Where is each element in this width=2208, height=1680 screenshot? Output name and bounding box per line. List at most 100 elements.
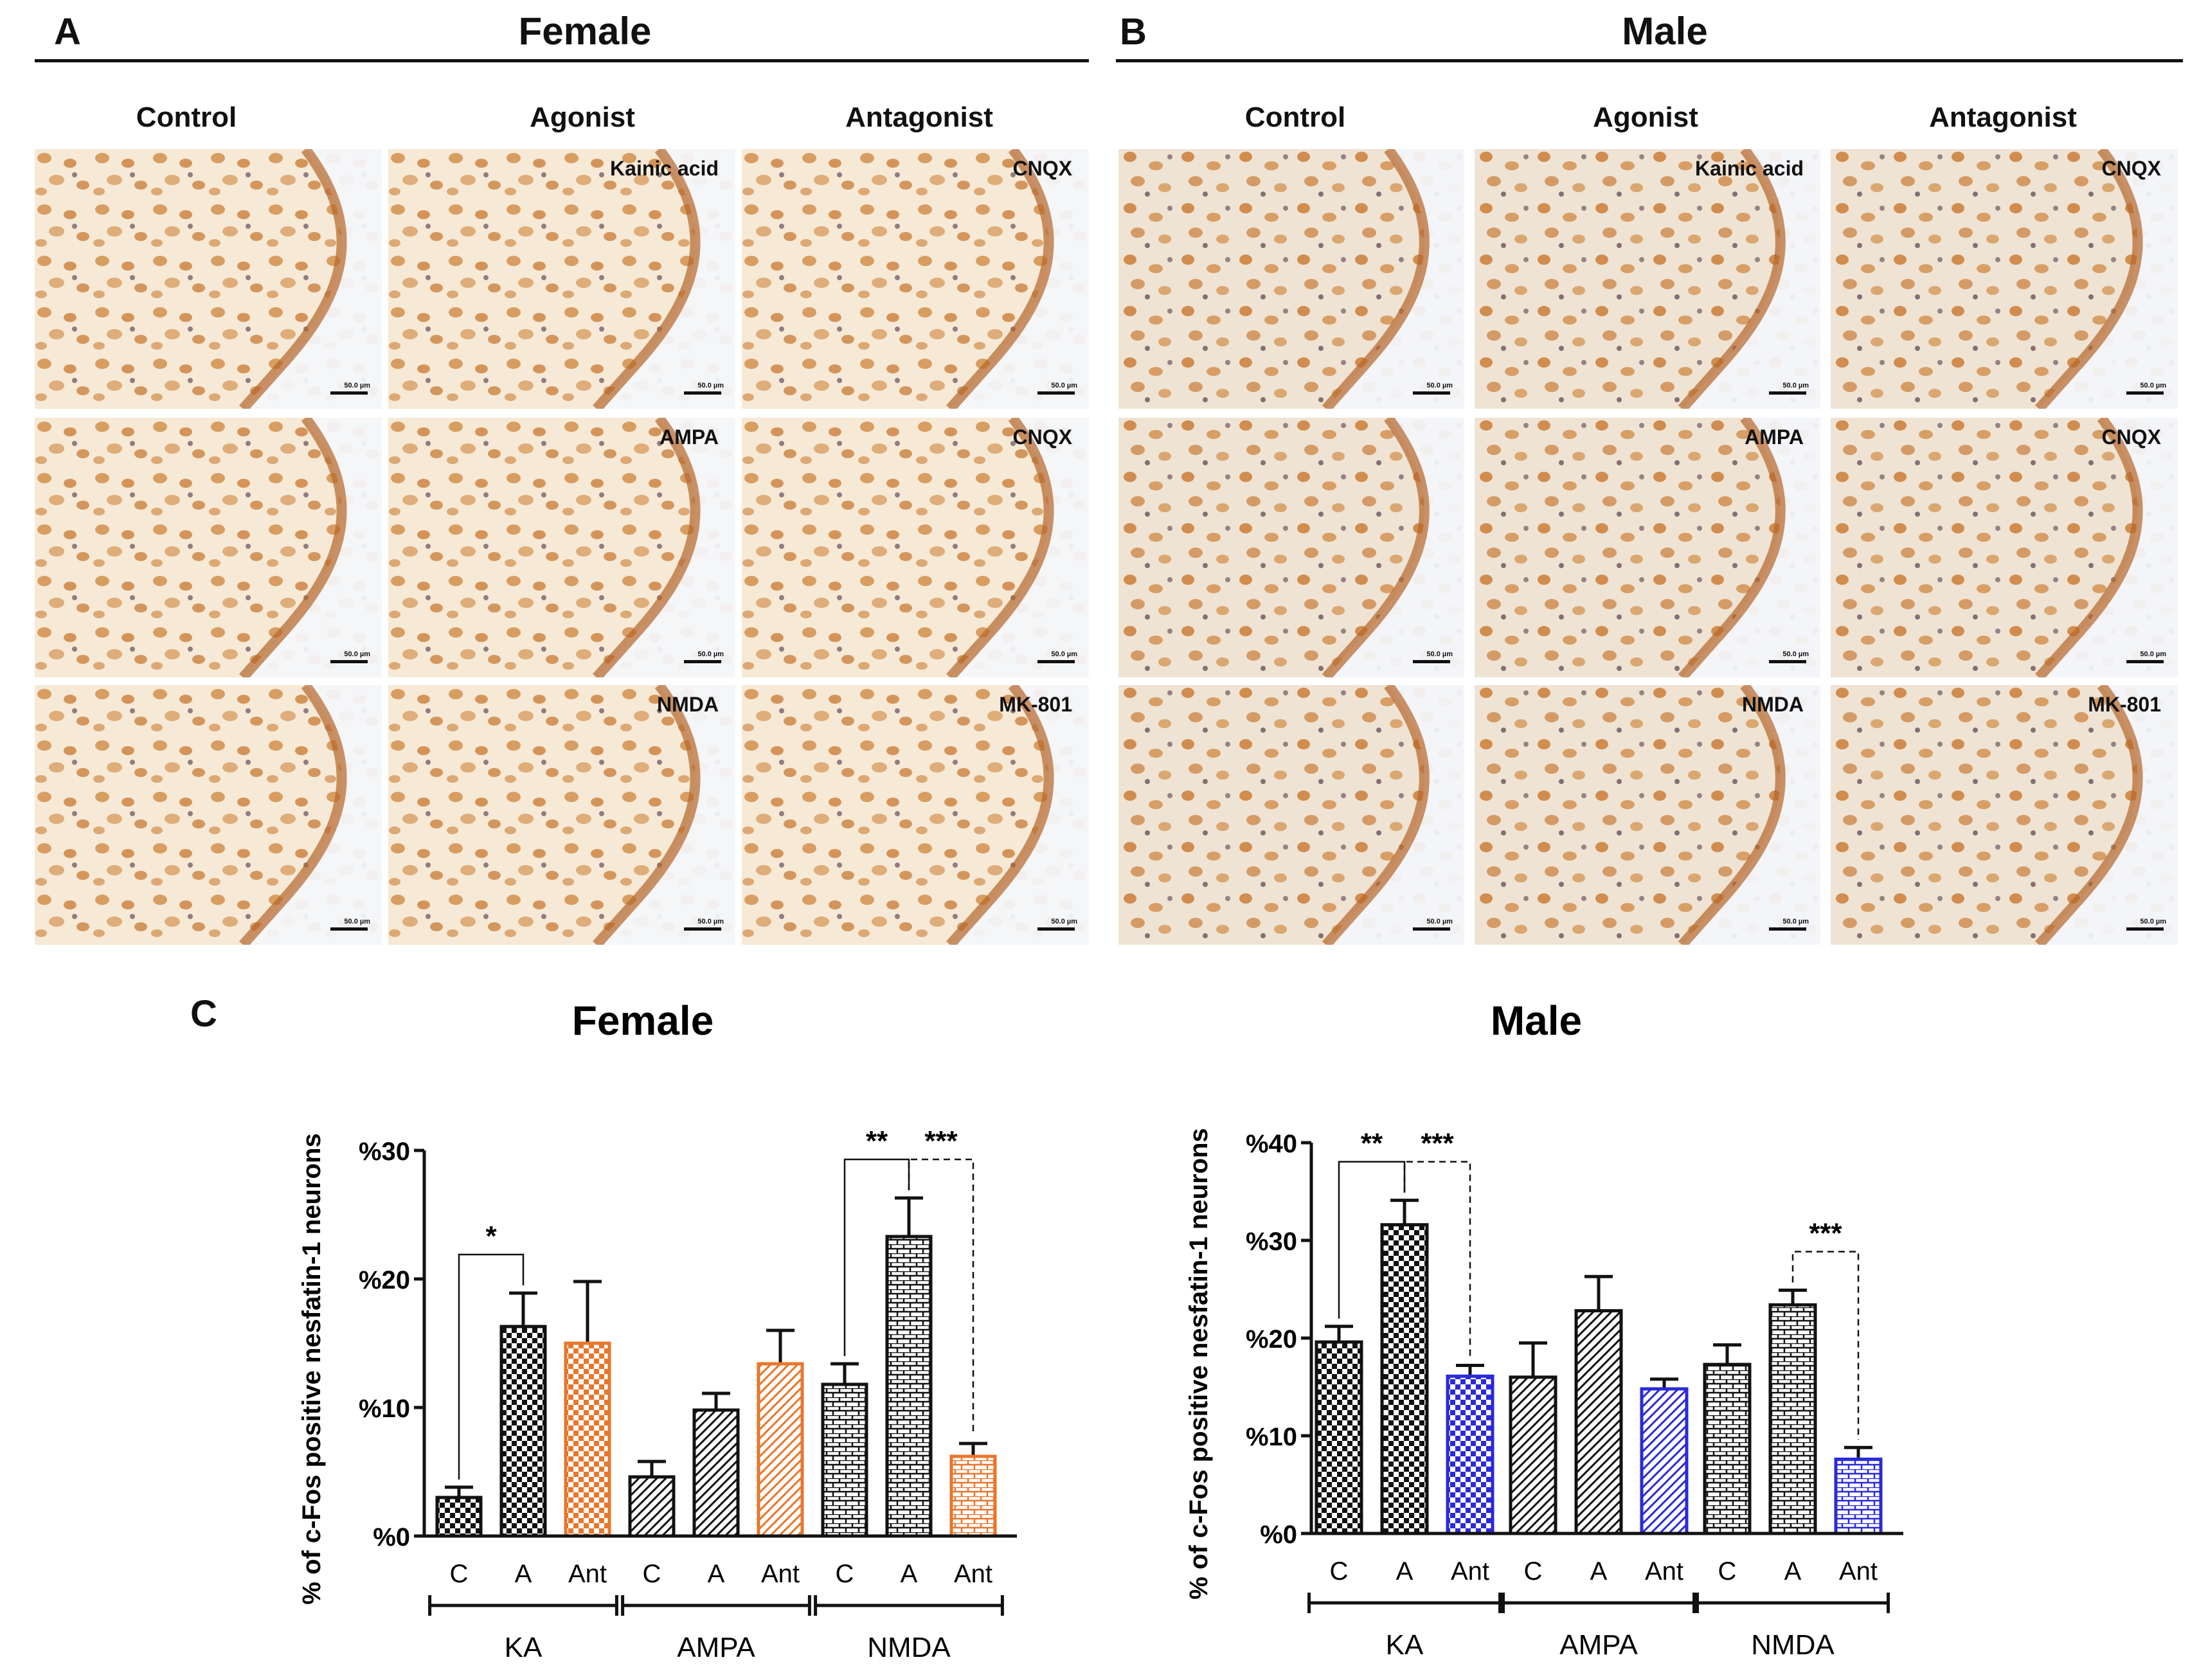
x-tick-label: C (1718, 1557, 1737, 1586)
micrograph-image (1831, 149, 2178, 409)
bar-c-ampa (1509, 1375, 1557, 1535)
female-col-antagonist: Antagonist (845, 102, 993, 133)
x-tick-label: C (1524, 1557, 1543, 1586)
x-tick-label: Ant (1451, 1557, 1489, 1586)
female-col-agonist: Agonist (530, 102, 635, 133)
micrograph-label: CNQX (2101, 425, 2161, 449)
x-tick-label: C (836, 1560, 854, 1588)
female-micrograph-r1-c2: Kainic acid 50.0 µm (388, 149, 735, 409)
significance-label: * (485, 1220, 497, 1252)
male-micrograph-r1-c1: 50.0 µm (1118, 149, 1464, 409)
male-micrograph-r3-c3: MK-801 50.0 µm (1831, 685, 2178, 945)
chart-title: Male (1491, 997, 1582, 1044)
micrograph-image (1475, 149, 1820, 409)
scale-bar (684, 927, 721, 931)
bar-ant-ampa (1640, 1387, 1689, 1535)
micrograph-label: AMPA (1745, 425, 1804, 449)
bar-a-ka (499, 1325, 547, 1538)
scale-bar (1413, 391, 1450, 395)
x-tick-label: C (643, 1560, 661, 1588)
bar-c-ka (1315, 1340, 1363, 1535)
micrograph-image (742, 149, 1089, 409)
male-micrograph-r3-c1: 50.0 µm (1118, 685, 1464, 945)
scale-bar-label: 50.0 µm (2140, 918, 2166, 925)
scale-bar-label: 50.0 µm (2140, 650, 2166, 658)
group-label: NMDA (867, 1632, 951, 1663)
micrograph-image (35, 685, 382, 945)
scale-bar-label: 50.0 µm (344, 650, 370, 658)
micrograph-image (388, 685, 735, 945)
female-micrograph-r2-c1: 50.0 µm (35, 418, 382, 677)
y-tick-label: %10 (1246, 1423, 1297, 1451)
x-tick-label: A (901, 1560, 918, 1588)
significance-label: ** (866, 1125, 888, 1157)
micrograph-label: Kainic acid (1695, 157, 1804, 180)
bar-ant-ka (564, 1341, 611, 1538)
scale-bar-label: 50.0 µm (697, 650, 724, 658)
micrograph-label: MK-801 (999, 693, 1072, 716)
scale-bar (1037, 391, 1075, 395)
micrograph-image (35, 418, 382, 677)
x-tick-label: Ant (568, 1560, 607, 1588)
y-tick-label: %40 (1246, 1130, 1297, 1158)
scale-bar-label: 50.0 µm (344, 918, 370, 925)
significance-bracket (908, 1158, 974, 1436)
x-tick-label: C (1330, 1557, 1349, 1586)
female-bar-chart: Female % of c-Fos positive nesfatin-1 neu… (298, 997, 1017, 1663)
scale-bar (330, 391, 368, 395)
scale-bar-label: 50.0 µm (1426, 382, 1453, 389)
scale-bar (2126, 660, 2164, 663)
scale-bar-label: 50.0 µm (1782, 382, 1809, 389)
female-micrograph-r3-c1: 50.0 µm (35, 685, 382, 945)
micrograph-label: AMPA (660, 425, 719, 449)
x-tick-label: Ant (954, 1560, 992, 1588)
scale-bar-label: 50.0 µm (1782, 918, 1809, 925)
micrograph-label: NMDA (657, 693, 719, 716)
micrograph-label: CNQX (1012, 425, 1072, 449)
micrograph-label: NMDA (1742, 693, 1804, 716)
x-tick-label: A (708, 1560, 725, 1588)
x-tick-label: Ant (1645, 1557, 1683, 1586)
scale-bar (684, 660, 721, 663)
male-title-rule (1116, 59, 2183, 62)
micrograph-label: MK-801 (2088, 693, 2161, 716)
scale-bar (1413, 660, 1450, 663)
female-micrograph-r3-c2: NMDA 50.0 µm (388, 685, 735, 945)
female-panel-title: Female (518, 10, 652, 53)
y-axis-label: % of c-Fos positive nesfatin-1 neurons (1185, 1128, 1213, 1599)
y-tick-label: %20 (359, 1266, 410, 1294)
micrograph-label: Kainic acid (610, 157, 719, 180)
micrograph-image (1475, 685, 1820, 945)
scale-bar (1037, 927, 1075, 931)
scale-bar-label: 50.0 µm (1051, 918, 1077, 925)
scale-bar (330, 927, 368, 931)
bar-a-nmda (885, 1235, 933, 1538)
scale-bar (1769, 660, 1806, 663)
bar-a-nmda (1768, 1303, 1817, 1535)
group-label: KA (1386, 1629, 1424, 1661)
bar-ant-nmda (1834, 1457, 1883, 1535)
micrograph-image (388, 149, 735, 409)
micrograph-image (1118, 685, 1464, 945)
panel-letter-b: B (1120, 11, 1147, 53)
bar-c-ka (435, 1496, 483, 1538)
female-micrograph-r2-c3: CNQX 50.0 µm (742, 418, 1089, 677)
female-col-control: Control (136, 102, 237, 133)
x-tick-label: Ant (1839, 1557, 1878, 1586)
x-tick-label: Ant (761, 1560, 800, 1588)
significance-label: *** (924, 1125, 958, 1157)
scale-bar (1037, 660, 1075, 663)
y-tick-label: %30 (359, 1138, 410, 1166)
scale-bar-label: 50.0 µm (697, 918, 724, 925)
group-label: NMDA (1751, 1629, 1835, 1661)
male-col-control: Control (1244, 102, 1346, 133)
y-axis-label: % of c-Fos positive nesfatin-1 neurons (298, 1133, 326, 1604)
chart-title: Female (572, 997, 714, 1044)
scale-bar-label: 50.0 µm (344, 382, 370, 389)
micrograph-image (742, 418, 1089, 677)
significance-label: *** (1421, 1128, 1454, 1159)
group-label: KA (505, 1632, 543, 1663)
male-micrograph-r1-c3: CNQX 50.0 µm (1831, 149, 2178, 409)
bar-ant-ampa (757, 1362, 804, 1538)
scale-bar-label: 50.0 µm (2140, 382, 2166, 389)
